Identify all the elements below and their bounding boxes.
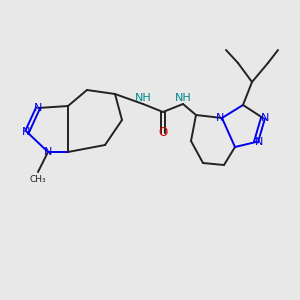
Text: N: N bbox=[34, 103, 42, 113]
Text: CH₃: CH₃ bbox=[30, 176, 46, 184]
Text: N: N bbox=[216, 113, 224, 123]
Text: NH: NH bbox=[135, 93, 152, 103]
Text: N: N bbox=[44, 147, 52, 157]
Text: N: N bbox=[261, 113, 269, 123]
Text: N: N bbox=[22, 127, 30, 137]
Text: O: O bbox=[158, 127, 168, 140]
Text: NH: NH bbox=[175, 93, 191, 103]
Text: N: N bbox=[255, 137, 263, 147]
